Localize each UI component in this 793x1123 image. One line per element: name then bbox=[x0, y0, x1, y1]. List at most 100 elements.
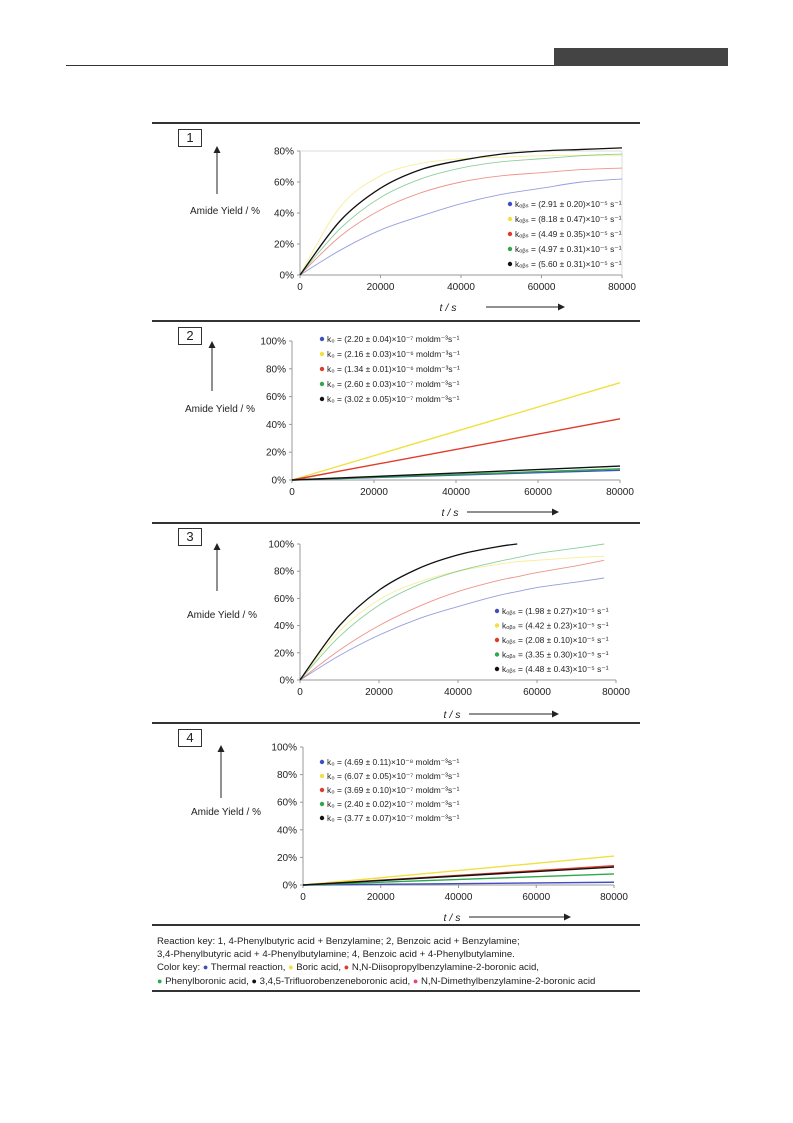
y-tick-label: 0% bbox=[283, 881, 298, 892]
series-line bbox=[299, 559, 605, 681]
legend-entry: kₒᵦₛ = (2.08 ± 0.10)×10⁻⁵ s⁻¹ bbox=[502, 635, 609, 645]
color-key-label: Color key: bbox=[157, 962, 201, 974]
legend-entry: kₒᵦₛ = (2.91 ± 0.20)×10⁻⁵ s⁻¹ bbox=[515, 199, 622, 209]
legend-entry: k₀ = (2.60 ± 0.03)×10⁻⁷ moldm⁻³s⁻¹ bbox=[327, 379, 460, 389]
x-tick-label: 0 bbox=[297, 687, 303, 698]
y-tick-label: 100% bbox=[271, 743, 297, 754]
y-axis-label: Amide Yield / % bbox=[185, 404, 255, 415]
x-tick-label: 20000 bbox=[365, 687, 393, 698]
key-thermal: Thermal reaction, bbox=[210, 962, 286, 974]
legend-entry: kₒᵦₛ = (3.35 ± 0.30)×10⁻⁵ s⁻¹ bbox=[502, 650, 609, 660]
legend-entry: k₀ = (2.20 ± 0.04)×10⁻⁷ moldm⁻³s⁻¹ bbox=[327, 334, 460, 344]
y-tick-label: 80% bbox=[274, 567, 294, 578]
x-tick-label: 60000 bbox=[523, 687, 551, 698]
series-line bbox=[299, 153, 623, 276]
legend-entry: kₒᵦₛ = (1.98 ± 0.27)×10⁻⁵ s⁻¹ bbox=[502, 606, 609, 616]
legend-entry: k₀ = (4.69 ± 0.11)×10⁻⁸ moldm⁻³s⁻¹ bbox=[327, 757, 459, 767]
right-arrow-icon bbox=[552, 508, 559, 516]
y-tick-label: 80% bbox=[274, 147, 294, 158]
legend-marker bbox=[494, 637, 500, 643]
x-tick-label: 60000 bbox=[524, 487, 552, 498]
legend-marker bbox=[319, 815, 325, 821]
series-line bbox=[299, 178, 623, 276]
series-line bbox=[299, 167, 623, 276]
legend-entry: k₀ = (2.40 ± 0.02)×10⁻⁷ moldm⁻³s⁻¹ bbox=[327, 799, 460, 809]
legend-entry: k₀ = (3.69 ± 0.10)×10⁻⁷ moldm⁻³s⁻¹ bbox=[327, 785, 460, 795]
series-line bbox=[302, 873, 615, 886]
legend-entry: kₒᵦₛ = (5.60 ± 0.31)×10⁻⁵ s⁻¹ bbox=[515, 259, 622, 269]
caption-line-2: 3,4-Phenylbutyric acid + 4-Phenylbutylam… bbox=[157, 948, 515, 960]
series-line bbox=[299, 155, 622, 276]
panel-rule bbox=[152, 320, 640, 322]
y-axis-label: Amide Yield / % bbox=[190, 206, 260, 217]
y-tick-label: 20% bbox=[266, 448, 286, 459]
legend-marker bbox=[319, 336, 325, 342]
legend-entry: kₒᵦₛ = (4.48 ± 0.43)×10⁻⁵ s⁻¹ bbox=[502, 664, 609, 674]
x-tick-label: 0 bbox=[289, 487, 295, 498]
series-line bbox=[302, 881, 615, 886]
y-axis-label: Amide Yield / % bbox=[187, 610, 257, 621]
legend-marker bbox=[319, 381, 325, 387]
series-line bbox=[299, 543, 518, 681]
legend-entry: k₀ = (1.34 ± 0.01)×10⁻⁶ moldm⁻³s⁻¹ bbox=[327, 364, 460, 374]
y-tick-label: 80% bbox=[277, 770, 297, 781]
yellow-dot-icon: ● bbox=[288, 962, 294, 973]
legend-marker bbox=[319, 759, 325, 765]
x-axis-label: t / s bbox=[442, 507, 460, 519]
legend-marker bbox=[507, 216, 513, 222]
panel-number: 1 bbox=[178, 129, 202, 147]
chart-1: 0% 20% 40% 60% 80% 0 20000 40000 60000 80000 Amide… bbox=[190, 146, 636, 314]
y-tick-label: 40% bbox=[277, 825, 297, 836]
key-boric: Boric acid, bbox=[296, 962, 342, 974]
caption-color-key: Color key: ● Thermal reaction, ● Boric a… bbox=[157, 961, 647, 975]
x-tick-label: 80000 bbox=[608, 282, 636, 293]
legend-entry: kₒᵦₛ = (4.49 ± 0.35)×10⁻⁵ s⁻¹ bbox=[515, 229, 622, 239]
up-arrow-icon bbox=[217, 745, 225, 752]
legend-marker bbox=[319, 366, 325, 372]
x-tick-label: 40000 bbox=[444, 687, 472, 698]
y-tick-label: 60% bbox=[277, 798, 297, 809]
up-arrow-icon bbox=[208, 341, 216, 348]
panel-rule bbox=[152, 522, 640, 524]
figure-top-rule bbox=[152, 122, 640, 124]
series-line bbox=[299, 543, 605, 681]
green-dot-icon: ● bbox=[157, 975, 163, 986]
legend-marker bbox=[494, 608, 500, 614]
legend-entry: k₀ = (3.77 ± 0.07)×10⁻⁷ moldm⁻³s⁻¹ bbox=[327, 813, 460, 823]
series-line bbox=[299, 577, 605, 681]
header-rule bbox=[66, 65, 554, 66]
y-tick-label: 20% bbox=[277, 853, 297, 864]
figure-bottom-rule bbox=[152, 990, 640, 992]
legend-marker bbox=[507, 261, 513, 267]
chart-3: 0% 20% 40% 60% 80% 100% 0 20000 40000 60000 80000 A… bbox=[187, 540, 630, 722]
legend-marker bbox=[319, 787, 325, 793]
series-line bbox=[299, 555, 605, 681]
x-tick-label: 40000 bbox=[447, 282, 475, 293]
chart-panel-2: 2 0% 20% 40% 60% 80% 100% 0 20000 40000 60000 8000… bbox=[152, 321, 640, 522]
y-tick-label: 80% bbox=[266, 364, 286, 375]
blue-dot-icon: ● bbox=[202, 962, 209, 973]
y-tick-label: 100% bbox=[268, 540, 294, 551]
y-tick-label: 0% bbox=[280, 271, 295, 282]
legend-entry: k₀ = (3.02 ± 0.05)×10⁻⁷ moldm⁻³s⁻¹ bbox=[327, 394, 460, 404]
red-dot-icon: ● bbox=[343, 962, 350, 973]
x-axis-label: t / s bbox=[440, 302, 458, 314]
legend-entry: k₀ = (2.16 ± 0.03)×10⁻⁶ moldm⁻³s⁻¹ bbox=[327, 349, 460, 359]
y-tick-label: 0% bbox=[280, 676, 295, 687]
up-arrow-icon bbox=[213, 543, 221, 550]
legend-marker bbox=[319, 801, 325, 807]
legend-entry: kₒᵦₛ = (4.42 ± 0.23)×10⁻⁵ s⁻¹ bbox=[502, 621, 609, 631]
black-dot-icon: ● bbox=[251, 975, 257, 986]
key-diisopropyl: N,N-Diisopropylbenzylamine-2-boronic aci… bbox=[351, 962, 539, 974]
chart-panel-3: 3 0% 20% 40% 60% 80% 100% 0 20000 40000 60000 8000… bbox=[152, 523, 640, 722]
panel-number: 4 bbox=[178, 729, 202, 747]
header-bar bbox=[554, 48, 728, 66]
y-tick-label: 0% bbox=[272, 476, 287, 487]
legend-marker bbox=[494, 666, 500, 672]
legend-marker bbox=[494, 652, 500, 657]
legend-entry: kₒᵦₛ = (4.97 ± 0.31)×10⁻⁵ s⁻¹ bbox=[515, 244, 622, 254]
x-tick-label: 60000 bbox=[528, 282, 556, 293]
figure-caption: Reaction key: 1, 4-Phenylbutyric acid + … bbox=[157, 936, 647, 988]
x-tick-label: 20000 bbox=[367, 892, 395, 903]
x-axis-label: t / s bbox=[444, 709, 462, 721]
